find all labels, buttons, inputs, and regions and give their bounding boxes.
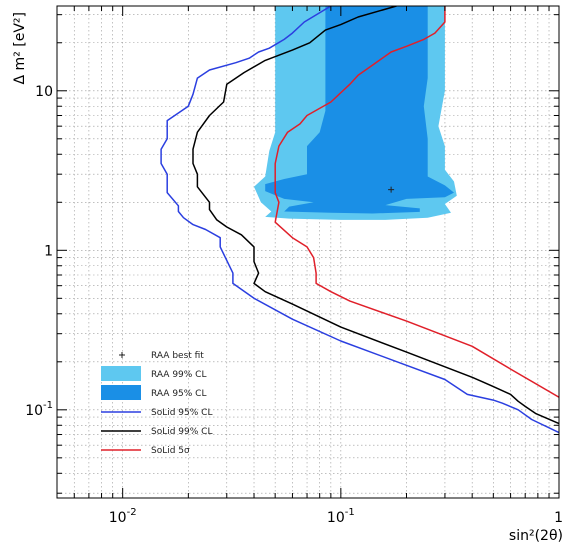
raa-regions [254, 6, 457, 220]
legend-label: SoLid 95% CL [151, 408, 212, 418]
x-axis-title: sin²(2θ) [509, 528, 563, 544]
x-tick-label: 10-2 [109, 507, 137, 526]
x-tick-label: 1 [554, 510, 563, 526]
y-tick-label: 1 [44, 243, 53, 259]
legend-swatch [101, 366, 141, 381]
legend-item-raa99: RAA 99% CL [101, 366, 206, 381]
legend-label: RAA 99% CL [151, 370, 206, 380]
legend: RAA best fit RAA 99% CL RAA 95% CL SoLid 95… [101, 351, 212, 456]
legend-item-bestfit: RAA best fit [119, 351, 204, 361]
x-tick-label: 10-1 [327, 507, 355, 526]
sensitivity-curves [160, 6, 559, 434]
y-tick-label: 10 [35, 84, 53, 100]
legend-item-solid99: SoLid 99% CL [101, 427, 212, 437]
raa-95-region [265, 6, 454, 214]
y-axis-title: Δ m² [eV²] [12, 12, 28, 84]
legend-label: SoLid 5σ [151, 446, 190, 456]
legend-swatch [101, 385, 141, 400]
legend-label: SoLid 99% CL [151, 427, 212, 437]
bestfit-marker [388, 186, 395, 193]
plot-frame [56, 5, 560, 499]
legend-item-raa95: RAA 95% CL [101, 385, 206, 400]
legend-item-solid5s: SoLid 5σ [101, 446, 190, 456]
legend-item-solid95: SoLid 95% CL [101, 408, 212, 418]
curve-solid99 [192, 6, 559, 425]
tick-marks [56, 6, 560, 498]
y-tick-label: 10-1 [25, 400, 53, 419]
curve-solid5s [274, 6, 559, 398]
legend-label: RAA 95% CL [151, 389, 206, 399]
curve-solid95 [160, 6, 559, 434]
legend-label: RAA best fit [151, 351, 204, 361]
